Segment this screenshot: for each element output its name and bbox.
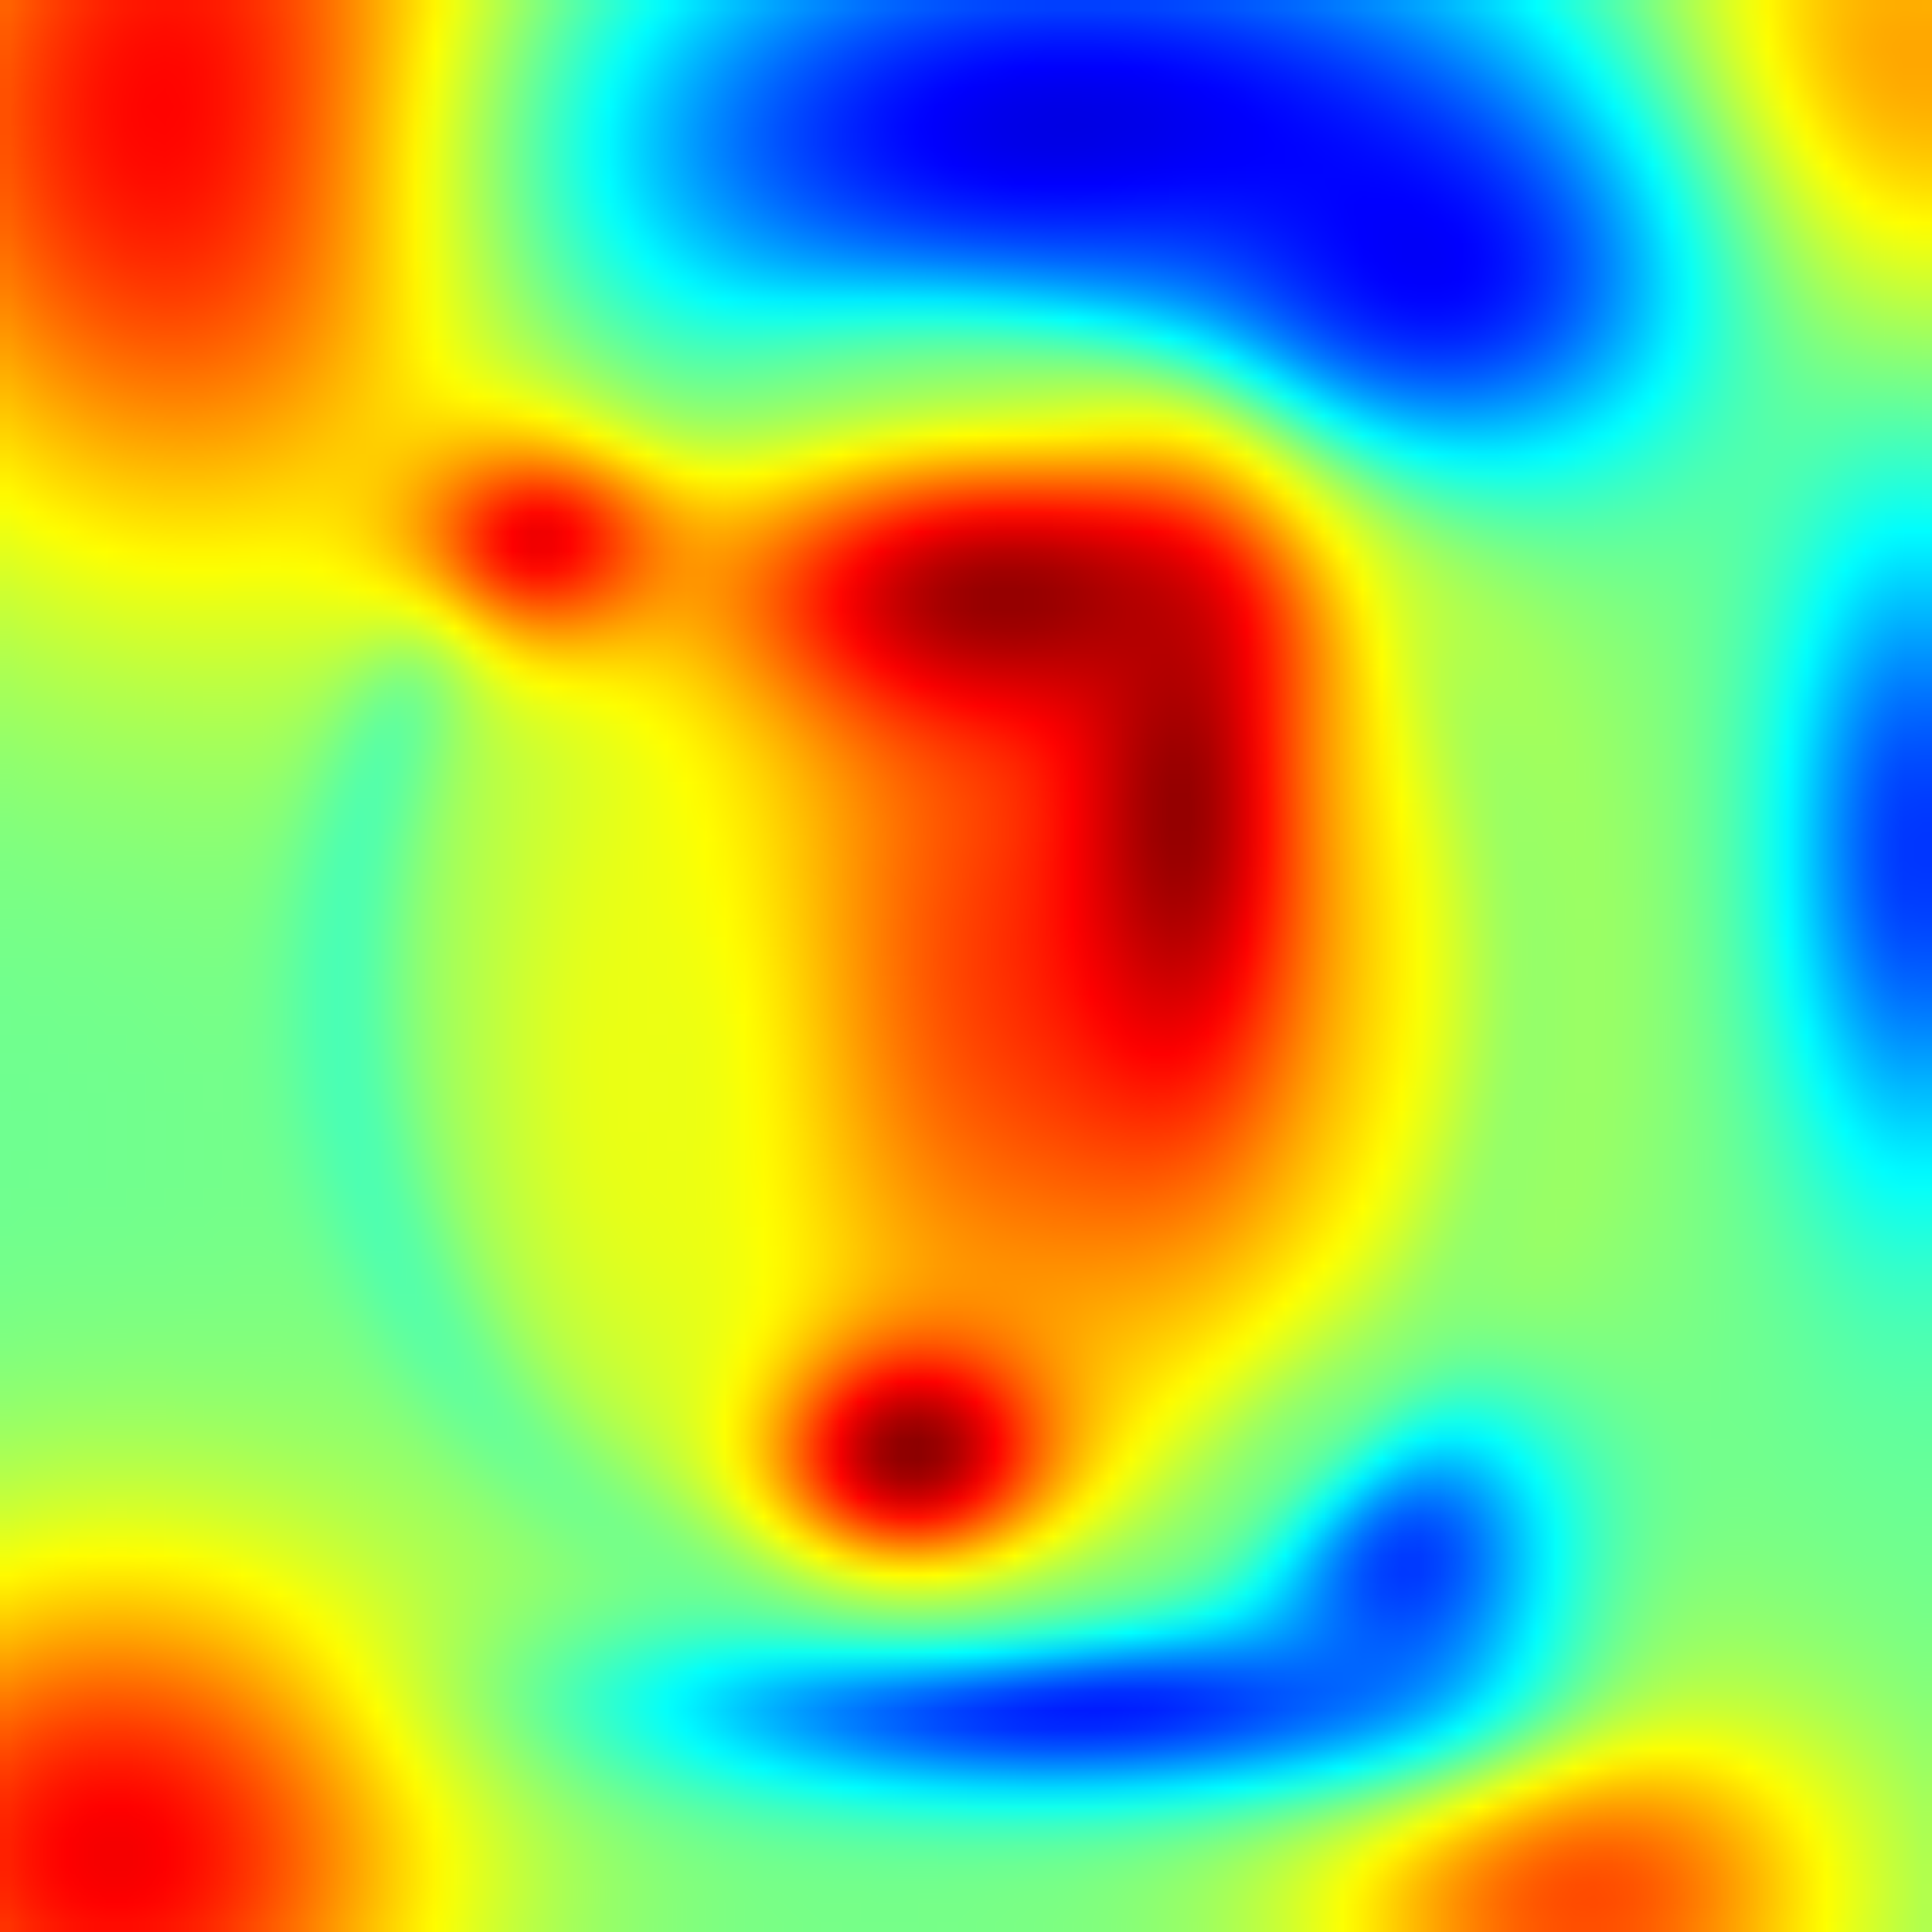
heatmap-image (0, 0, 1932, 1932)
heatmap-canvas (0, 0, 1932, 1932)
